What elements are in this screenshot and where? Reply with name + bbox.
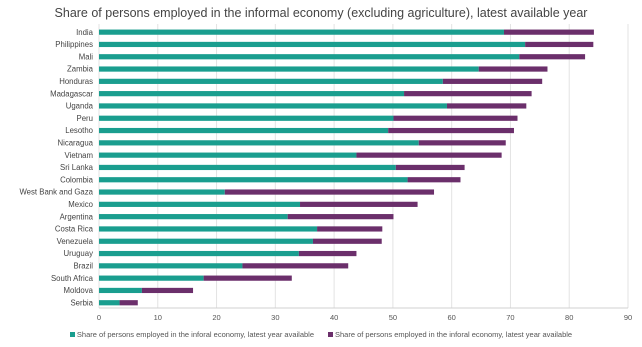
y-category-label: Madagascar bbox=[50, 89, 93, 98]
legend-swatch-series-1 bbox=[69, 332, 75, 337]
x-tick-label: 40 bbox=[330, 313, 338, 322]
bar-mexico-series-1 bbox=[99, 201, 301, 207]
y-category-label: Nicaragua bbox=[57, 138, 93, 147]
bar-south-africa-series-2 bbox=[203, 275, 292, 281]
legend-item-series-1: Share of persons employed in the inforal… bbox=[69, 330, 314, 339]
bar-west-bank-and-gaza-series-1 bbox=[99, 189, 225, 195]
bar-zambia-series-2 bbox=[478, 66, 548, 72]
legend-item-series-2: Share of persons employed in the inforal… bbox=[328, 330, 572, 339]
bar-argentina-series-1 bbox=[99, 214, 288, 220]
y-category-label: Venezuela bbox=[57, 237, 94, 246]
bar-sri-lanka-series-1 bbox=[99, 164, 396, 171]
bar-philippines-series-2 bbox=[525, 41, 594, 48]
y-category-label: Zambia bbox=[67, 65, 94, 74]
bar-mexico-series-2 bbox=[300, 201, 418, 207]
y-category-label: South Africa bbox=[51, 274, 94, 283]
bar-costa-rica-series-2 bbox=[317, 226, 383, 232]
bar-mali-series-1 bbox=[99, 54, 520, 60]
y-category-label: Colombia bbox=[60, 175, 94, 184]
bar-venezuela-series-1 bbox=[99, 238, 313, 244]
y-category-label: Mali bbox=[79, 52, 94, 61]
x-tick-label: 20 bbox=[212, 313, 220, 322]
x-tick-label: 50 bbox=[389, 313, 397, 322]
y-category-label: West Bank and Gaza bbox=[19, 188, 93, 197]
x-tick-label: 80 bbox=[565, 313, 573, 322]
y-category-label: Philippines bbox=[55, 40, 93, 49]
bar-india-series-1 bbox=[99, 29, 504, 35]
y-category-label: Mexico bbox=[68, 200, 93, 209]
bar-sri-lanka-series-2 bbox=[395, 164, 465, 171]
x-tick-label: 0 bbox=[97, 313, 101, 322]
bar-costa-rica-series-1 bbox=[99, 226, 318, 232]
bar-serbia-series-2 bbox=[119, 300, 138, 306]
y-category-label: Vietnam bbox=[65, 151, 93, 160]
y-category-label: Uganda bbox=[66, 102, 94, 111]
y-category-label: Argentina bbox=[60, 212, 94, 221]
bar-colombia-series-2 bbox=[407, 177, 461, 183]
y-category-label: India bbox=[76, 28, 94, 37]
y-category-label: Brazil bbox=[74, 261, 94, 270]
y-category-label: Sri Lanka bbox=[60, 163, 94, 172]
bar-colombia-series-1 bbox=[99, 177, 408, 183]
bar-uganda-series-2 bbox=[446, 103, 527, 109]
bar-moldova-series-1 bbox=[99, 287, 142, 294]
y-category-label: Costa Rica bbox=[55, 225, 94, 234]
bar-zambia-series-1 bbox=[99, 66, 479, 72]
bar-lesotho-series-1 bbox=[99, 127, 389, 134]
bar-venezuela-series-2 bbox=[312, 238, 382, 244]
bar-vietnam-series-1 bbox=[99, 152, 357, 158]
x-tick-label: 70 bbox=[506, 313, 514, 322]
bar-honduras-series-1 bbox=[99, 78, 443, 84]
bar-west-bank-and-gaza-series-2 bbox=[224, 189, 435, 195]
x-tick-label: 90 bbox=[624, 313, 632, 322]
legend-swatch-series-2 bbox=[328, 332, 333, 337]
y-category-label: Uruguay bbox=[64, 249, 94, 258]
bar-uganda-series-1 bbox=[99, 103, 447, 109]
x-tick-label: 10 bbox=[154, 313, 162, 322]
bar-brazil-series-2 bbox=[242, 263, 349, 269]
bar-peru-series-2 bbox=[393, 115, 518, 121]
bar-philippines-series-1 bbox=[99, 41, 526, 48]
bar-lesotho-series-2 bbox=[388, 127, 514, 134]
x-tick-label: 30 bbox=[271, 313, 279, 322]
legend: Share of persons employed in the inforal… bbox=[0, 330, 642, 339]
bar-uruguay-series-2 bbox=[298, 250, 357, 257]
bar-serbia-series-1 bbox=[99, 300, 120, 306]
bar-south-africa-series-1 bbox=[99, 275, 204, 281]
bar-madagascar-series-2 bbox=[404, 91, 532, 97]
bar-mali-series-2 bbox=[519, 54, 586, 60]
chart-title: Share of persons employed in the informa… bbox=[54, 6, 588, 20]
y-category-label: Honduras bbox=[59, 77, 93, 86]
x-tick-label: 60 bbox=[447, 313, 455, 322]
bar-moldova-series-2 bbox=[141, 287, 194, 294]
y-category-label: Moldova bbox=[64, 286, 94, 295]
bar-argentina-series-2 bbox=[287, 214, 394, 220]
bar-peru-series-1 bbox=[99, 115, 394, 121]
y-category-label: Serbia bbox=[70, 298, 93, 307]
bar-nicaragua-series-2 bbox=[418, 140, 506, 146]
bar-nicaragua-series-1 bbox=[99, 140, 419, 146]
bar-honduras-series-2 bbox=[442, 78, 543, 84]
bar-india-series-2 bbox=[503, 29, 594, 35]
bar-madagascar-series-1 bbox=[99, 91, 405, 97]
bar-brazil-series-1 bbox=[99, 263, 243, 269]
y-category-label: Peru bbox=[77, 114, 93, 123]
legend-label-series-1: Share of persons employed in the inforal… bbox=[76, 330, 314, 339]
bar-uruguay-series-1 bbox=[99, 250, 299, 257]
bar-vietnam-series-2 bbox=[356, 152, 502, 158]
y-category-label: Lesotho bbox=[65, 126, 93, 135]
legend-label-series-2: Share of persons employed in the inforal… bbox=[335, 330, 573, 339]
